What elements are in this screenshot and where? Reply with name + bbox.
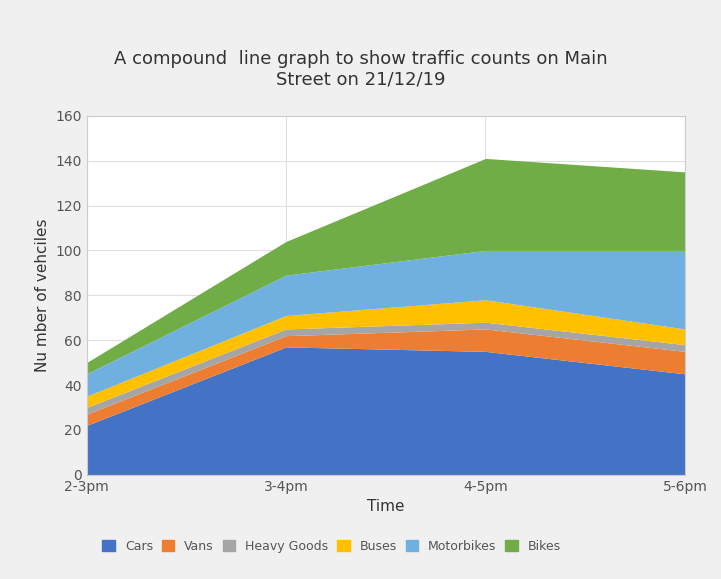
Y-axis label: Nu mber of vehciles: Nu mber of vehciles	[35, 218, 50, 372]
X-axis label: Time: Time	[367, 499, 404, 514]
Legend: Cars, Vans, Heavy Goods, Buses, Motorbikes, Bikes: Cars, Vans, Heavy Goods, Buses, Motorbik…	[100, 537, 563, 555]
Text: A compound  line graph to show traffic counts on Main
Street on 21/12/19: A compound line graph to show traffic co…	[114, 50, 607, 89]
